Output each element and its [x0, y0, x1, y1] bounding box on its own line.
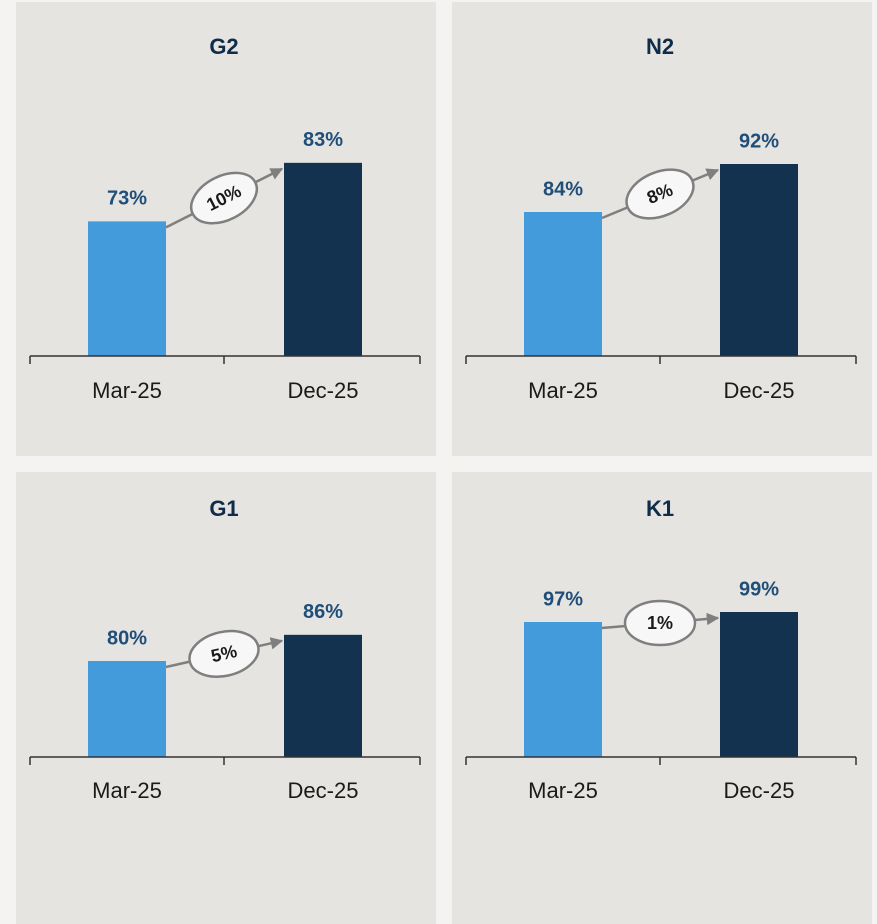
chart-panel: N2 84% Mar-25 92% Dec-25 8%: [452, 2, 872, 456]
value-label: 80%: [107, 627, 147, 649]
panel-background: [452, 2, 872, 456]
category-label: Mar-25: [528, 378, 598, 403]
badge-ellipse: [188, 629, 260, 678]
chart-panel: K1 97% Mar-25 99% Dec-25 1%: [452, 472, 872, 924]
bar: [284, 162, 362, 356]
panel-background: [16, 472, 436, 924]
value-label: 97%: [543, 588, 583, 610]
change-badge: 10%: [189, 171, 259, 225]
bar: [88, 661, 166, 757]
category-label: Dec-25: [288, 378, 359, 403]
value-label: 83%: [303, 129, 343, 151]
category-label: Mar-25: [92, 378, 162, 403]
change-badge: 1%: [623, 599, 697, 647]
value-label: 99%: [739, 578, 779, 600]
change-badge: 5%: [188, 629, 260, 678]
panel-background: [16, 2, 436, 456]
value-label: 84%: [543, 178, 583, 200]
badge-ellipse: [189, 171, 259, 225]
category-label: Dec-25: [724, 378, 795, 403]
bar: [88, 221, 166, 356]
change-label: 1%: [647, 613, 673, 633]
panel-background: [452, 472, 872, 924]
bar: [524, 212, 602, 356]
value-label: 86%: [303, 601, 343, 623]
bar: [524, 622, 602, 757]
category-label: Mar-25: [92, 778, 162, 803]
bar: [720, 612, 798, 757]
chart-title: G1: [209, 496, 238, 521]
chart-panel: G2 73% Mar-25 83% Dec-25 10%: [16, 2, 436, 456]
badge-ellipse: [625, 168, 695, 220]
badge-ellipse: [623, 599, 697, 647]
change-badge: 8%: [625, 168, 695, 220]
chart-title: G2: [209, 34, 238, 59]
value-label: 73%: [107, 188, 147, 210]
chart-title: N2: [646, 34, 674, 59]
category-label: Dec-25: [724, 778, 795, 803]
bar: [284, 634, 362, 757]
bar: [720, 164, 798, 356]
category-label: Dec-25: [288, 778, 359, 803]
category-label: Mar-25: [528, 778, 598, 803]
value-label: 92%: [739, 130, 779, 152]
chart-title: K1: [646, 496, 674, 521]
chart-panel: G1 80% Mar-25 86% Dec-25 5%: [16, 472, 436, 924]
